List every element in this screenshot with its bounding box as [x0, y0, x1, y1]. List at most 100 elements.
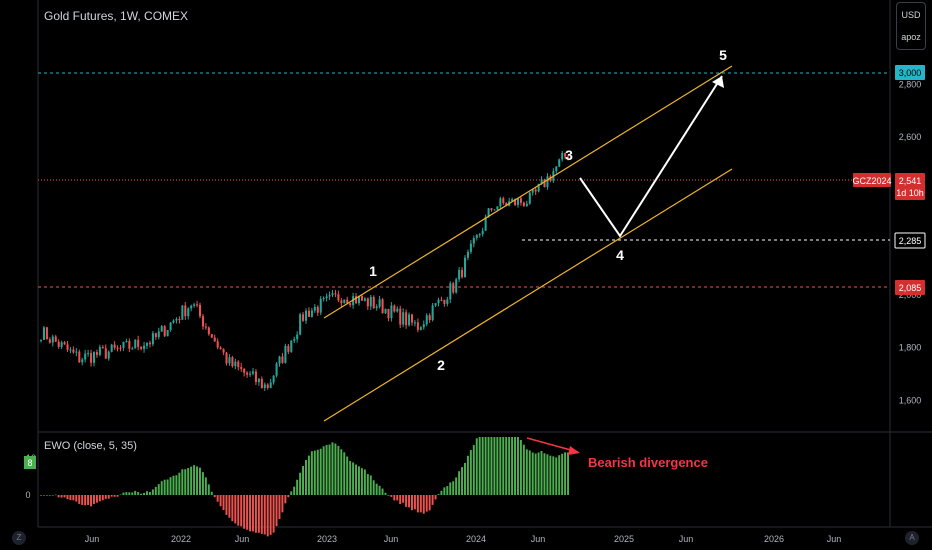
ewo-bar [72, 495, 75, 501]
candle-body [302, 314, 305, 321]
currency-label: USD [901, 10, 921, 20]
candle-body [57, 341, 60, 347]
ewo-bar [325, 444, 328, 495]
ewo-bar [119, 494, 122, 496]
ewo-bar [293, 486, 296, 495]
ewo-bar [57, 495, 60, 498]
ewo-bar [372, 480, 375, 495]
countdown-text: 1d 10h [896, 188, 924, 198]
candle-body [84, 353, 87, 360]
candle-body [228, 357, 231, 364]
candle-body [254, 371, 257, 382]
ewo-bar [60, 495, 63, 498]
candle-body [475, 234, 478, 239]
ewo-bar [360, 468, 363, 495]
ewo-bar [369, 475, 372, 495]
candle-body [281, 356, 284, 363]
time-tick-label: Jun [827, 534, 842, 544]
candle-body [243, 368, 246, 373]
wave4-price-badge [894, 232, 926, 249]
ewo-bar [122, 492, 125, 495]
ewo-bar [393, 495, 396, 501]
target-price-text: 3,000 [899, 68, 922, 78]
ewo-bar [281, 495, 284, 513]
unit-label: apoz [901, 32, 921, 42]
price-tick-label: 2,600 [899, 132, 922, 142]
ewo-bar [98, 495, 101, 502]
candle-body [425, 315, 428, 325]
candle-body [272, 375, 275, 383]
ewo-bar [334, 443, 337, 495]
candle-body [378, 299, 381, 307]
time-tick-label: 2025 [614, 534, 634, 544]
candle-body [446, 299, 449, 304]
ewo-bar [131, 492, 134, 495]
channel-upper-line[interactable] [323, 65, 733, 319]
ewo-bar [163, 479, 166, 495]
ewo-bar [396, 495, 399, 501]
currency-unit-button[interactable]: USD apoz [896, 2, 926, 50]
ewo-bar [45, 495, 48, 496]
auto-scale-button[interactable]: A [905, 531, 919, 545]
timezone-button[interactable]: Z [12, 531, 26, 545]
ewo-bar [87, 495, 90, 505]
ewo-bar [437, 494, 440, 495]
candle-body [184, 305, 187, 317]
candle-body [72, 349, 75, 353]
candle-body [69, 349, 72, 351]
candle-body [402, 312, 405, 325]
ewo-bar [222, 495, 225, 511]
ewo-bar [366, 474, 369, 495]
candle-body [104, 348, 107, 359]
ewo-bar [402, 495, 405, 503]
ewo-bar [199, 467, 201, 495]
time-tick-label: Jun [85, 534, 100, 544]
channel-lower-line[interactable] [323, 168, 733, 422]
candle-body [175, 319, 178, 321]
ewo-bar [461, 467, 463, 495]
candle-body [461, 269, 464, 278]
candle-body [128, 341, 131, 349]
candle-body [434, 303, 437, 306]
ewo-bar [81, 495, 84, 505]
resistance-price-text: 2,085 [899, 283, 922, 293]
ewo-bar [48, 495, 51, 496]
ewo-indicator-title[interactable]: EWO (close, 5, 35) [44, 440, 137, 452]
ewo-bar [257, 495, 260, 533]
candle-body [387, 308, 390, 319]
candle-body [178, 319, 181, 321]
ewo-bar [216, 495, 219, 502]
candle-body [505, 203, 508, 206]
candle-body [393, 305, 396, 312]
candle-body [369, 296, 372, 307]
projection-path[interactable] [579, 75, 723, 238]
time-tick-label: Jun [531, 534, 546, 544]
candle-body [411, 314, 414, 323]
candle-body [75, 351, 78, 353]
candle-body [310, 310, 313, 317]
ewo-bar [234, 495, 237, 524]
candle-body [290, 340, 293, 352]
ewo-bar [210, 491, 213, 495]
ewo-bar [137, 492, 140, 495]
ewo-bar [434, 495, 437, 500]
ewo-bar [187, 467, 190, 495]
time-axis[interactable]: Jun 2022 Jun 2023 Jun 2024 Jun 2025 Jun 2026 Jun [85, 534, 842, 544]
candle-body [225, 352, 228, 364]
candle-body [299, 314, 302, 335]
price-tick-label: 1,800 [899, 343, 922, 353]
candle-body [60, 342, 63, 347]
ewo-bar [375, 483, 378, 495]
candle-body [278, 356, 281, 364]
ewo-bar [196, 466, 198, 495]
candle-body [478, 234, 481, 236]
ewo-bar [219, 495, 222, 507]
ewo-bar [505, 437, 508, 495]
candle-body [405, 312, 408, 326]
ewo-bar [69, 495, 72, 501]
ewo-bar [266, 495, 269, 537]
ewo-bar [481, 437, 484, 495]
candle-body [193, 304, 196, 306]
ewo-bar [390, 495, 393, 497]
